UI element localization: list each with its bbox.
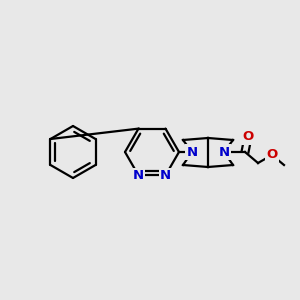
Text: O: O [266,148,278,161]
Text: N: N [133,169,144,182]
Text: N: N [186,146,198,158]
Text: N: N [218,146,230,158]
Text: O: O [242,130,253,143]
Text: N: N [160,169,171,182]
